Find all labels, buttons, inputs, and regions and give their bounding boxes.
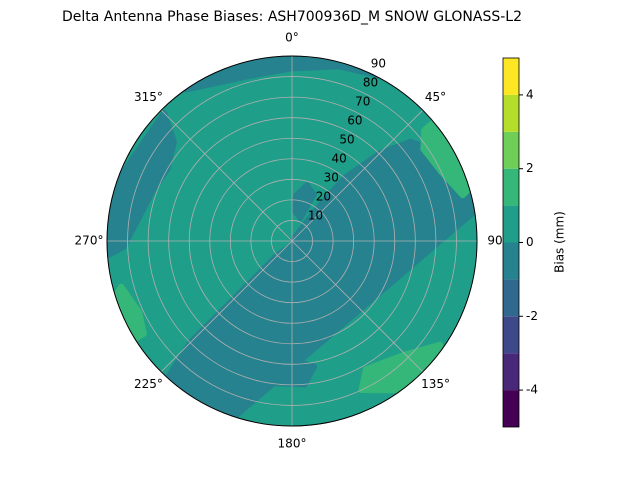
r-tick-label: 20 [316,190,331,204]
theta-tick-label: 180° [278,437,307,451]
theta-tick-label: 225° [134,377,163,391]
theta-tick-label: 45° [425,90,446,104]
r-tick-label: 80 [363,76,378,90]
r-tick-label: 70 [355,95,370,109]
colorbar-band [503,242,519,280]
colorbar-band [503,94,519,132]
grid-spoke [291,240,424,373]
polar-frame [106,55,478,427]
theta-tick-label: 0° [285,31,299,45]
r-tick-label: 50 [339,133,354,147]
r-tick-label: 90 [371,57,386,71]
colorbar-tick-label: -2 [526,309,538,323]
grid-spoke [291,109,424,242]
colorbar-band [503,58,519,95]
colorbar-band [503,390,519,427]
theta-tick-label: 90 [487,234,502,248]
r-tick-label: 10 [308,209,323,223]
colorbar-band [503,353,519,391]
r-tick-label: 60 [347,114,362,128]
contour-region [257,357,318,388]
contour-region [182,56,390,93]
colorbar-band [503,316,519,354]
colorbar-band [503,168,519,206]
chart-title: Delta Antenna Phase Biases: ASH700936D_M… [62,9,522,25]
theta-tick-label: 270° [75,234,104,248]
colorbar-band [503,205,519,243]
colorbar-tick-label: 0 [526,235,534,249]
grid-spoke [160,109,293,242]
colorbar-band [503,279,519,317]
theta-tick-label: 135° [421,377,450,391]
grid-spoke [160,240,293,373]
r-tick-label: 40 [331,152,346,166]
colorbar-band [503,131,519,169]
colorbar-label: Bias (mm) [553,211,567,273]
colorbar-tick-label: -4 [526,383,538,397]
theta-tick-label: 315° [134,90,163,104]
grid [106,55,478,427]
colorbar-tick-label: 4 [526,87,534,101]
r-tick-label: 30 [324,171,339,185]
colorbar-tick-label: 2 [526,161,534,175]
